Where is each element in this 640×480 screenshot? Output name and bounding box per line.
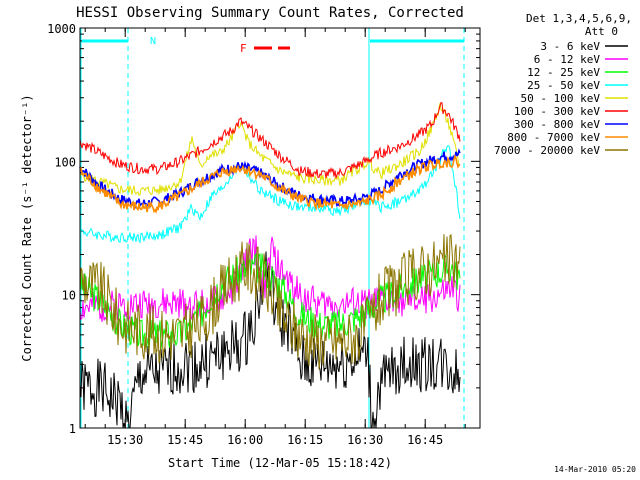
legend-label-3: 12 - 25 keV (527, 66, 600, 79)
y-tick-label: 10 (62, 289, 76, 303)
plot-frame (79, 27, 481, 429)
data-series (79, 102, 461, 429)
y-tick-label: 1000 (47, 22, 76, 36)
series-line-1 (79, 251, 461, 429)
x-tick-label: 16:30 (347, 433, 383, 447)
y-axis-label: Corrected Count Rate (s⁻¹ detector⁻¹) (20, 94, 34, 361)
legend-label-6: 100 - 300 keV (514, 105, 600, 118)
legend-label-8: 800 - 7000 keV (507, 131, 600, 144)
chart-title: HESSI Observing Summary Count Rates, Cor… (76, 5, 464, 21)
legend-label-9: 7000 - 20000 keV (494, 144, 600, 157)
legend-label-1: 3 - 6 keV (540, 40, 600, 53)
y-axis: 1 10 100 1000 (47, 22, 480, 436)
annotation-flare-label: F (240, 42, 247, 55)
legend-header-line1: Det 1,3,4,5,6,9, (526, 12, 632, 25)
annotation-n-label: N (150, 36, 156, 47)
x-tick-label: 16:15 (287, 433, 323, 447)
x-axis: 15:30 15:45 16:00 16:15 16:30 16:45 (84, 28, 466, 447)
legend-label-7: 300 - 800 keV (514, 118, 600, 131)
x-tick-label: 16:00 (227, 433, 263, 447)
x-tick-label: 16:45 (407, 433, 443, 447)
legend-label-2: 6 - 12 keV (534, 53, 601, 66)
legend-label-4: 25 - 50 keV (527, 79, 600, 92)
y-tick-label: 1 (69, 422, 76, 436)
annotation-bars (82, 39, 464, 50)
series-line-9 (79, 233, 461, 370)
x-axis-label: Start Time (12-Mar-05 15:18:42) (168, 456, 392, 470)
legend-header-line2: Att 0 (585, 25, 618, 38)
footer-timestamp: 14-Mar-2010 05:20 (554, 465, 636, 474)
x-tick-label: 15:30 (107, 433, 143, 447)
series-line-5 (79, 102, 461, 196)
series-line-6 (79, 102, 461, 179)
series-line-4 (79, 145, 461, 244)
legend-label-5: 50 - 100 keV (521, 92, 601, 105)
x-tick-label: 15:45 (167, 433, 203, 447)
series-line-8 (79, 154, 461, 214)
y-tick-label: 100 (54, 155, 76, 169)
